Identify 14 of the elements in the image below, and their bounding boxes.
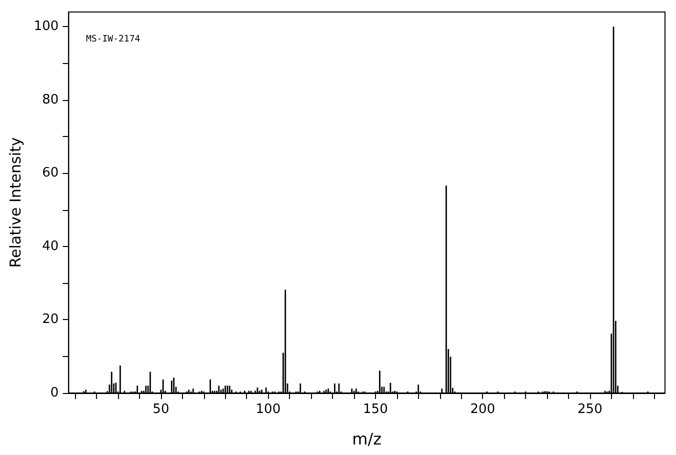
y-axis-title: Relative Intensity [6, 137, 24, 268]
annotation: MS-IW-2174 [86, 34, 140, 44]
y-tick-label: 0 [50, 386, 59, 400]
y-tick-label: 100 [34, 19, 59, 34]
x-tick-label: 150 [363, 402, 388, 417]
x-tick-label: 250 [578, 402, 602, 417]
y-tick-label: 20 [42, 312, 59, 328]
y-tick-label: 80 [42, 92, 59, 108]
y-tick-label: 40 [42, 238, 59, 254]
x-tick-label: 200 [470, 402, 496, 417]
x-axis-title: m/z [352, 430, 382, 448]
x-tick-label: 50 [152, 402, 170, 417]
y-tick-label: 60 [42, 166, 59, 181]
x-tick-label: 100 [256, 402, 281, 417]
